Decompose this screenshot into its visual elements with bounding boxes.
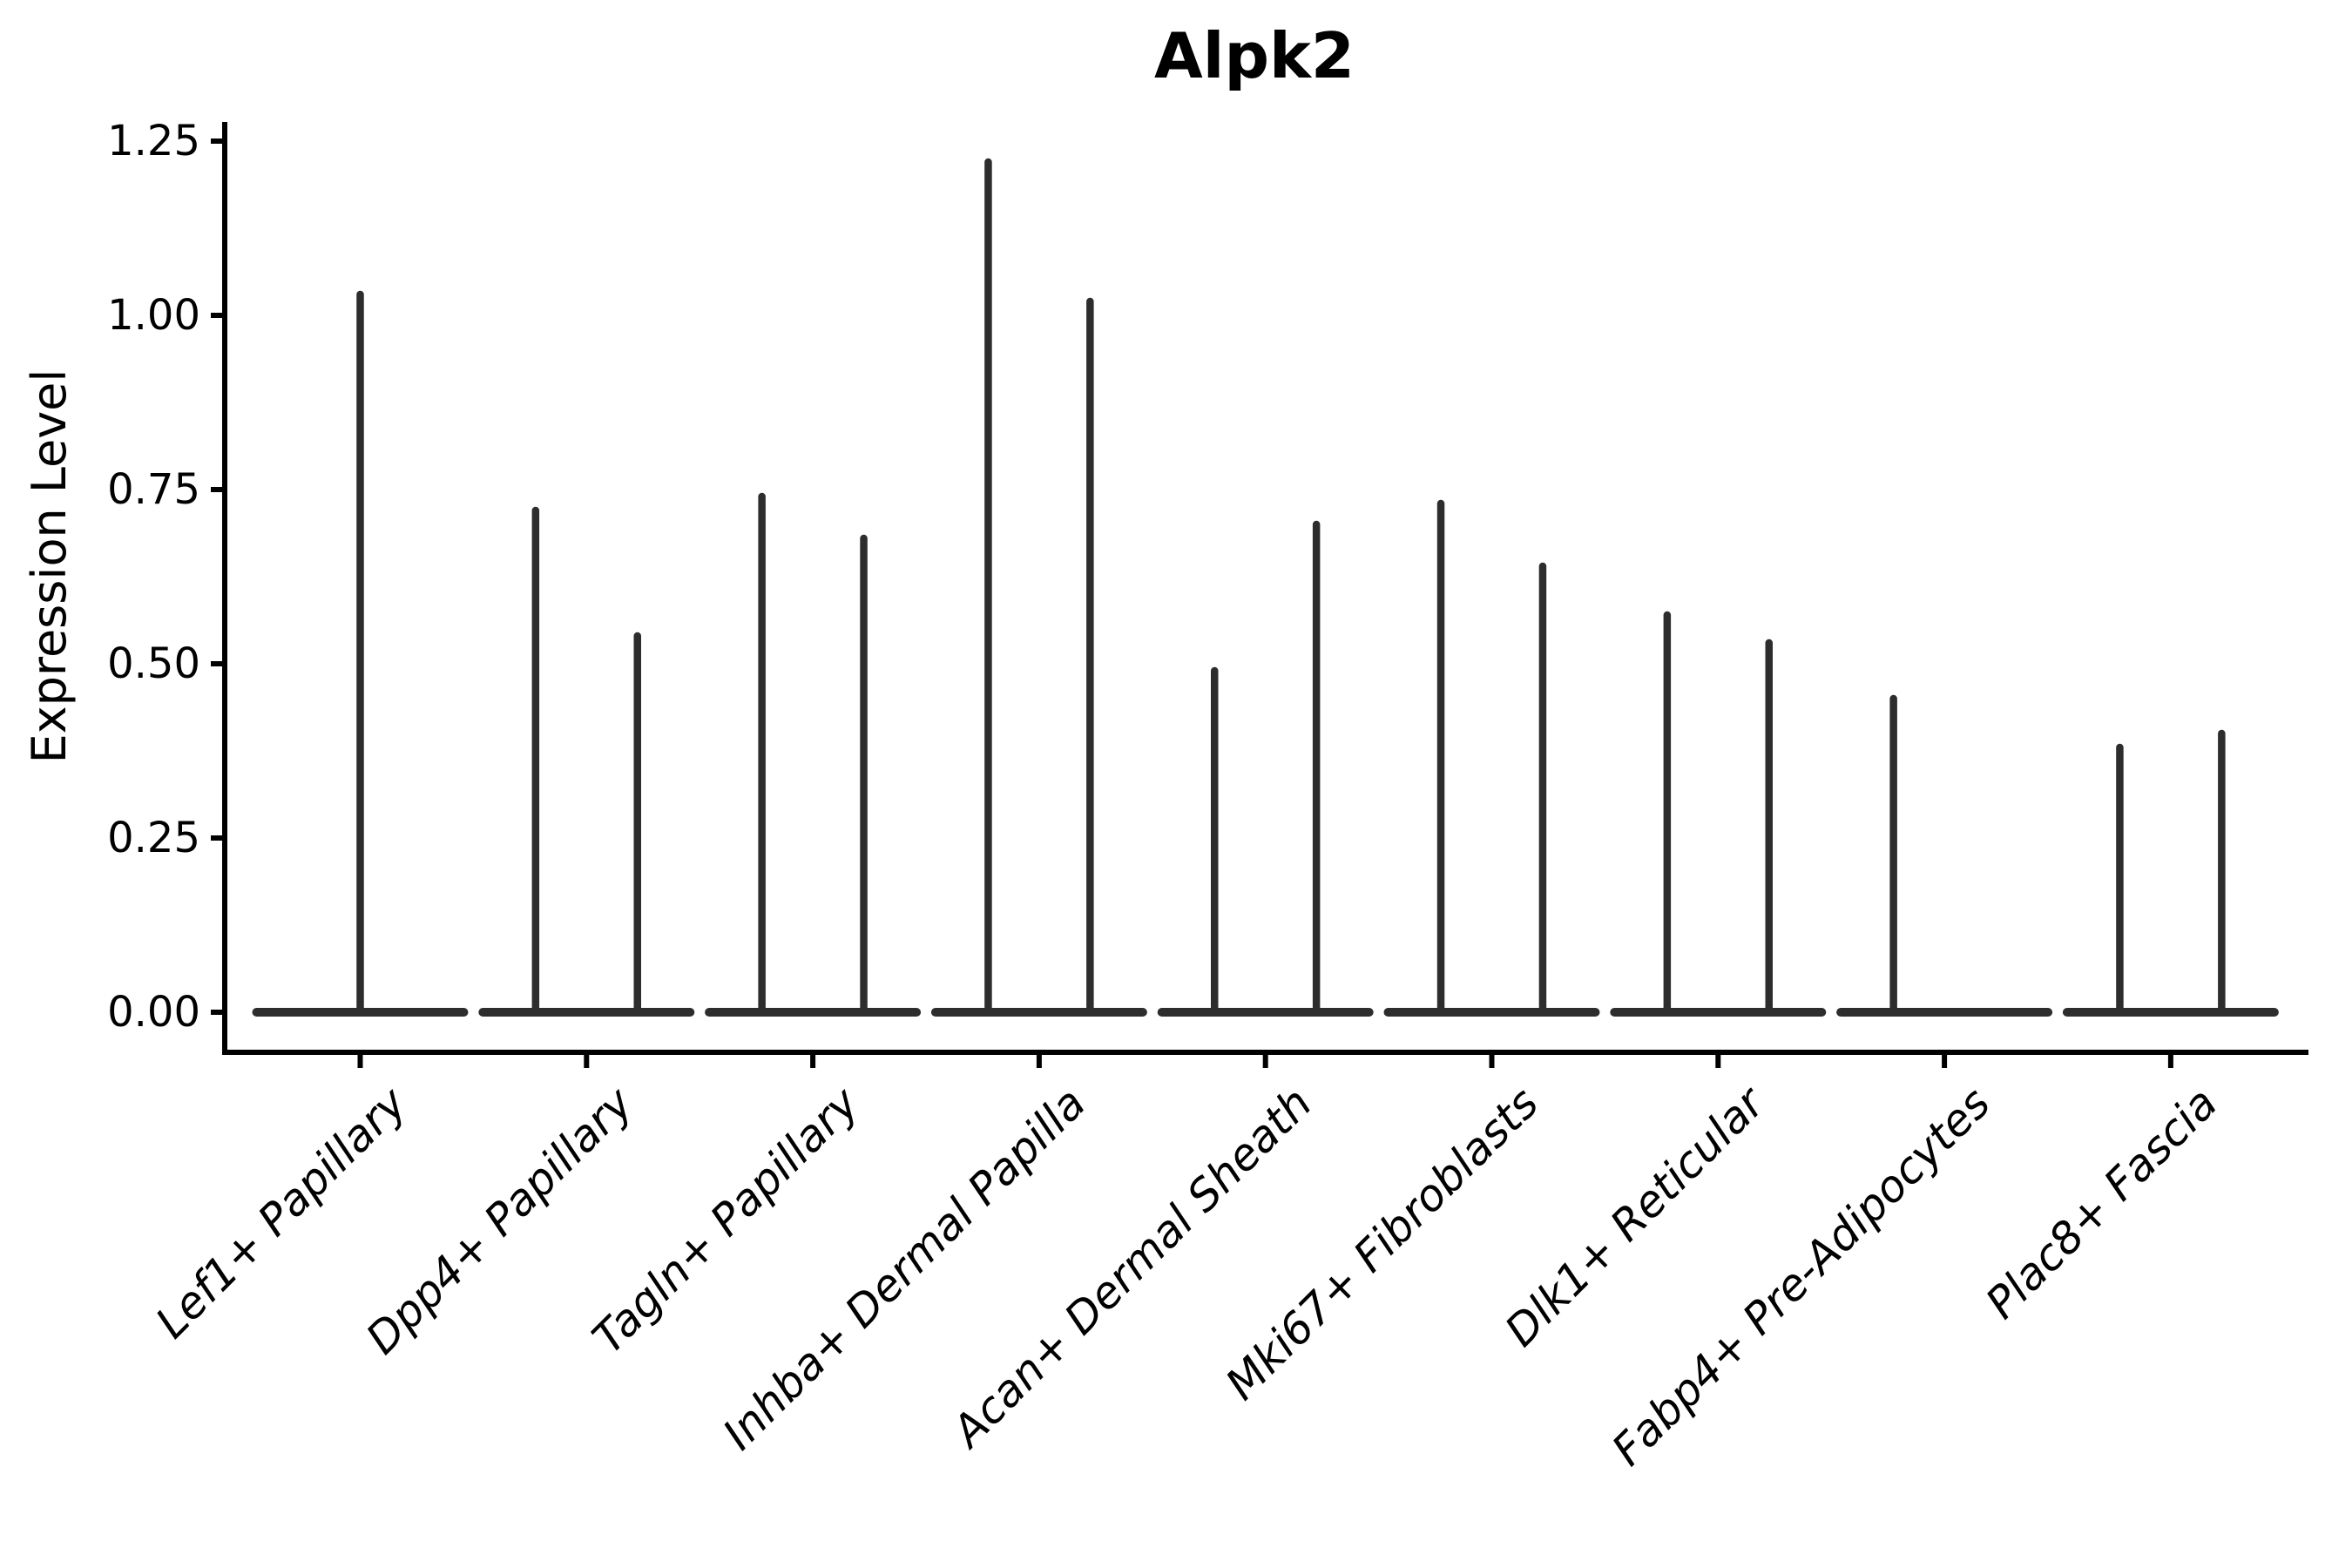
chart-title: Alpk2	[1154, 19, 1355, 92]
y-tick-label: 0.50	[107, 639, 200, 688]
y-tick-label: 0.00	[107, 988, 200, 1037]
y-tick-label: 0.75	[107, 465, 200, 514]
y-tick-label: 1.25	[107, 117, 200, 166]
y-tick-label: 0.25	[107, 814, 200, 862]
y-tick-label: 1.00	[107, 291, 200, 340]
